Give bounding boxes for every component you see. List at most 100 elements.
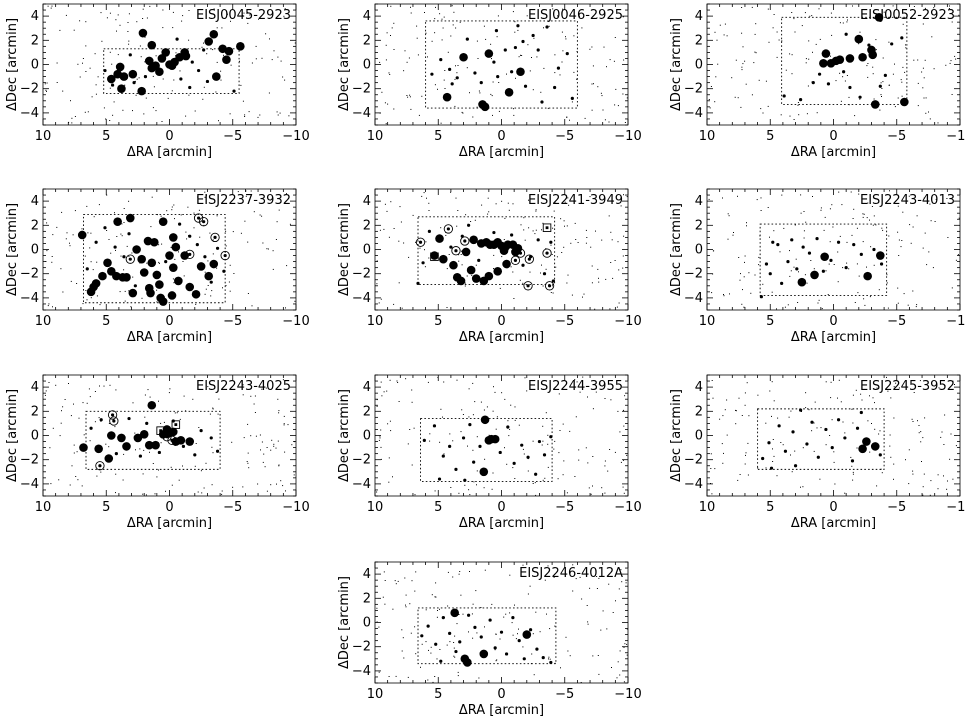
large-point	[117, 433, 126, 443]
y-tick-label: −2	[20, 267, 39, 282]
background-dot	[755, 23, 757, 25]
background-dot	[878, 433, 880, 435]
background-dot	[805, 58, 807, 60]
small-point	[549, 435, 553, 439]
background-dot	[833, 461, 835, 463]
background-dot	[419, 247, 421, 249]
background-dot	[830, 381, 832, 383]
background-dot	[523, 217, 525, 219]
x-axis-label: ΔRA [arcmin]	[127, 516, 212, 531]
background-dot	[533, 37, 535, 39]
background-dot	[871, 423, 872, 424]
background-dot	[614, 260, 616, 261]
background-dot	[745, 452, 747, 454]
background-dot	[466, 67, 468, 69]
background-dot	[123, 222, 125, 223]
background-dot	[390, 430, 392, 432]
background-dot	[481, 204, 483, 206]
background-dot	[793, 18, 795, 20]
large-point	[484, 49, 494, 58]
background-dot	[382, 596, 384, 598]
background-dot	[147, 389, 149, 391]
background-dot	[79, 76, 81, 78]
background-dot	[152, 463, 154, 464]
ringed-point	[210, 232, 220, 243]
background-dot	[910, 242, 912, 244]
background-dot	[401, 307, 403, 309]
small-point	[776, 243, 780, 247]
background-dot	[124, 300, 126, 302]
large-point	[456, 276, 466, 286]
background-dot	[621, 581, 623, 583]
background-dot	[408, 256, 410, 258]
background-dot	[905, 44, 906, 46]
background-dot	[452, 576, 454, 578]
background-dot	[207, 285, 209, 286]
background-dot	[93, 216, 95, 218]
background-dot	[558, 452, 560, 454]
background-dot	[417, 54, 419, 56]
small-point	[479, 635, 483, 639]
large-point	[511, 247, 520, 257]
background-dot	[284, 79, 286, 81]
background-dot	[105, 443, 107, 445]
large-point	[91, 279, 101, 288]
background-dot	[789, 115, 791, 117]
background-dot	[405, 594, 407, 596]
background-dot	[842, 22, 844, 24]
background-dot	[852, 473, 854, 475]
background-dot	[844, 80, 846, 82]
background-dot	[880, 82, 882, 84]
y-tick-label: −4	[352, 106, 371, 121]
background-dot	[562, 8, 564, 10]
small-point	[450, 82, 454, 86]
background-dot	[452, 440, 454, 442]
background-dot	[260, 449, 261, 451]
background-dot	[279, 112, 281, 114]
background-dot	[869, 296, 871, 298]
background-dot	[597, 655, 599, 656]
background-dot	[388, 676, 390, 677]
background-dot	[484, 458, 486, 460]
small-point	[545, 25, 549, 29]
background-dot	[271, 59, 273, 61]
background-dot	[601, 487, 603, 489]
small-point	[493, 646, 497, 650]
background-dot	[134, 432, 136, 434]
small-point	[427, 229, 431, 233]
background-dot	[283, 415, 285, 417]
background-dot	[820, 207, 822, 209]
background-dot	[158, 400, 159, 402]
background-dot	[440, 122, 442, 124]
y-tick-label: −4	[352, 477, 371, 492]
background-dot	[917, 105, 919, 107]
background-dot	[232, 231, 234, 233]
small-point	[777, 424, 781, 428]
ringed-point	[451, 246, 461, 256]
small-point	[461, 436, 466, 440]
background-dot	[410, 12, 412, 14]
background-dot	[735, 423, 737, 425]
x-tick-label: 5	[434, 687, 442, 702]
ringed-point-core	[165, 435, 169, 439]
large-point	[185, 282, 195, 292]
square-point-core	[159, 429, 163, 433]
ringed-point-core	[418, 240, 423, 244]
background-dot	[876, 485, 878, 487]
background-dot	[533, 674, 535, 676]
background-dot	[623, 425, 625, 427]
background-dot	[480, 607, 482, 608]
x-tick-label: 5	[102, 500, 110, 515]
background-dot	[253, 211, 255, 213]
background-dot	[275, 447, 277, 449]
background-dot	[136, 78, 138, 80]
background-dot	[457, 65, 459, 66]
background-dot	[825, 381, 827, 383]
background-dot	[839, 22, 841, 24]
large-point	[138, 28, 148, 38]
small-point	[859, 410, 863, 415]
small-point	[541, 655, 545, 660]
background-dot	[87, 111, 89, 113]
background-dot	[722, 415, 724, 417]
